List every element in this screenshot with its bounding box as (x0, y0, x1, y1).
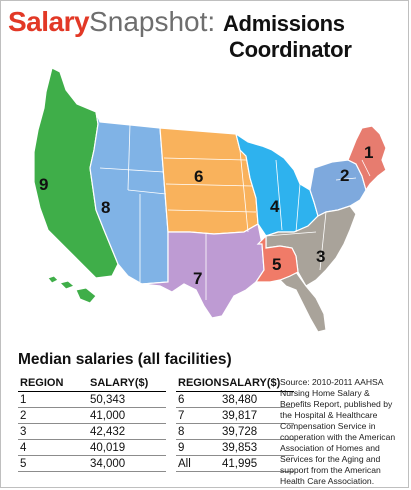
region-3-florida-shape (278, 271, 327, 333)
region-7-label: 7 (193, 269, 202, 288)
table-row: 9 39,853 (176, 439, 294, 456)
region-cell: All (176, 455, 222, 472)
table-row: 7 39,817 (176, 407, 294, 424)
region-cell: 8 (176, 423, 222, 440)
salary-cell: 39,728 (222, 423, 294, 440)
region-cell: 2 (18, 407, 90, 424)
region-6-label: 6 (194, 167, 203, 186)
salary-cell: 50,343 (90, 391, 166, 408)
table-row: 2 41,000 (18, 407, 166, 424)
col-region-header: REGION (18, 376, 90, 392)
region-cell: 1 (18, 391, 90, 408)
salary-cell: 39,853 (222, 439, 294, 456)
region-7-shape (141, 223, 265, 319)
region-8-label: 8 (101, 198, 110, 217)
col-salary-header: SALARY($) (90, 376, 166, 392)
hawaii-shape (47, 275, 97, 304)
title-snapshot: Snapshot (89, 6, 208, 37)
region-cell: 7 (176, 407, 222, 424)
region-cell: 9 (176, 439, 222, 456)
salary-cell: 39,817 (222, 407, 294, 424)
page-title: SalarySnapshot: Admissions Coordinator (8, 6, 352, 67)
table-row: 5 34,000 (18, 455, 166, 472)
salary-cell: 42,432 (90, 423, 166, 440)
region-2-label: 2 (340, 166, 349, 185)
table-subtitle: Median salaries (all facilities) (18, 351, 232, 368)
region-5-label: 5 (272, 255, 281, 274)
source-note: Source: 2010-2011 AAHSA Nursing Home Sal… (280, 377, 396, 486)
salary-cell: 34,000 (90, 455, 166, 472)
region-5-shape (254, 234, 299, 283)
region-cell: 5 (18, 455, 90, 472)
region-cell: 3 (18, 423, 90, 440)
state-borders (99, 123, 371, 300)
table-row: All 41,995 (176, 455, 294, 472)
region-4-label: 4 (270, 197, 280, 216)
title-salary: Salary (8, 6, 90, 37)
us-regions-map: 1 2 3 4 5 6 7 8 9 (0, 60, 411, 340)
salary-cell: 40,019 (90, 439, 166, 456)
title-colon: : (207, 6, 216, 37)
salary-table-right: REGION SALARY($) 6 38,480 7 39,817 8 39,728… (176, 376, 294, 472)
table-row: 1 50,343 (18, 391, 166, 408)
region-3-label: 3 (316, 247, 325, 266)
region-9-label: 9 (39, 175, 48, 194)
table-row: 3 42,432 (18, 423, 166, 440)
title-job-line2: Coordinator (229, 37, 352, 62)
col-salary-header: SALARY($) (222, 376, 294, 392)
salary-cell: 38,480 (222, 391, 294, 408)
salary-cell: 41,995 (222, 455, 294, 472)
col-region-header: REGION (176, 376, 222, 392)
table-row: 4 40,019 (18, 439, 166, 456)
title-job-line1: Admissions (222, 11, 345, 36)
salary-cell: 41,000 (90, 407, 166, 424)
table-row: 6 38,480 (176, 391, 294, 408)
table-row: 8 39,728 (176, 423, 294, 440)
region-cell: 4 (18, 439, 90, 456)
region-cell: 6 (176, 391, 222, 408)
region-1-shape (347, 125, 387, 192)
salary-table-left: REGION SALARY($) 1 50,343 2 41,000 3 42,432… (18, 376, 166, 472)
region-1-label: 1 (364, 143, 373, 162)
